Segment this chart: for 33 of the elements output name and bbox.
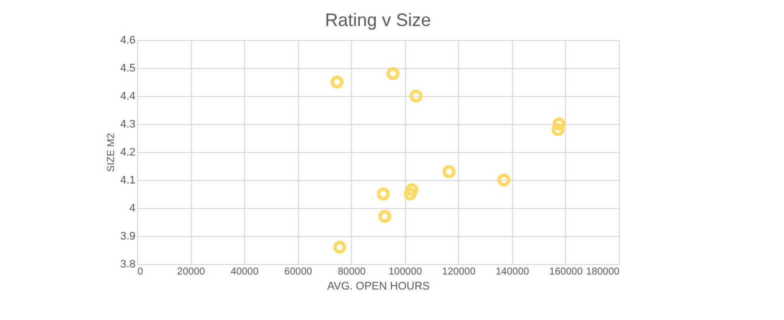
- point: [552, 118, 566, 130]
- point: [442, 165, 456, 178]
- y-axis-title: SIZE M2: [106, 132, 118, 172]
- point: [410, 90, 423, 102]
- y-tick-label: 3.8: [120, 258, 136, 270]
- x-tick-label: 80000: [338, 266, 366, 278]
- point: [406, 183, 418, 196]
- y-tick-label: 4.2: [120, 146, 136, 158]
- x-tick-label: 60000: [284, 266, 313, 278]
- point: [497, 174, 510, 186]
- x-tick-label: 180000: [586, 266, 620, 278]
- y-tick-label: 3.9: [120, 230, 136, 242]
- y-tick-label: 4.6: [120, 34, 136, 46]
- x-tick-label: 40000: [230, 266, 259, 278]
- point: [386, 67, 400, 80]
- chart-title: Rating v Size: [324, 10, 432, 30]
- x-axis-title: AVG. OPEN HOURS: [327, 280, 430, 292]
- y-tick-label: 4.5: [120, 62, 136, 74]
- x-tick-label: 140000: [496, 266, 530, 278]
- point: [330, 76, 344, 88]
- y-tick-label: 4.4: [120, 90, 136, 102]
- x-tick-label: 0: [138, 266, 144, 278]
- x-tick-label: 20000: [177, 266, 206, 278]
- y-tick-label: 4.1: [120, 174, 136, 186]
- point: [333, 240, 346, 254]
- y-tick-label: 4.3: [120, 118, 136, 130]
- point: [551, 123, 564, 136]
- x-tick-label: 100000: [388, 266, 422, 278]
- y-tick-label: 4: [129, 202, 136, 214]
- point: [376, 188, 390, 200]
- point: [378, 210, 392, 223]
- x-tick-label: 120000: [442, 266, 476, 278]
- x-tick-label: 160000: [549, 266, 584, 278]
